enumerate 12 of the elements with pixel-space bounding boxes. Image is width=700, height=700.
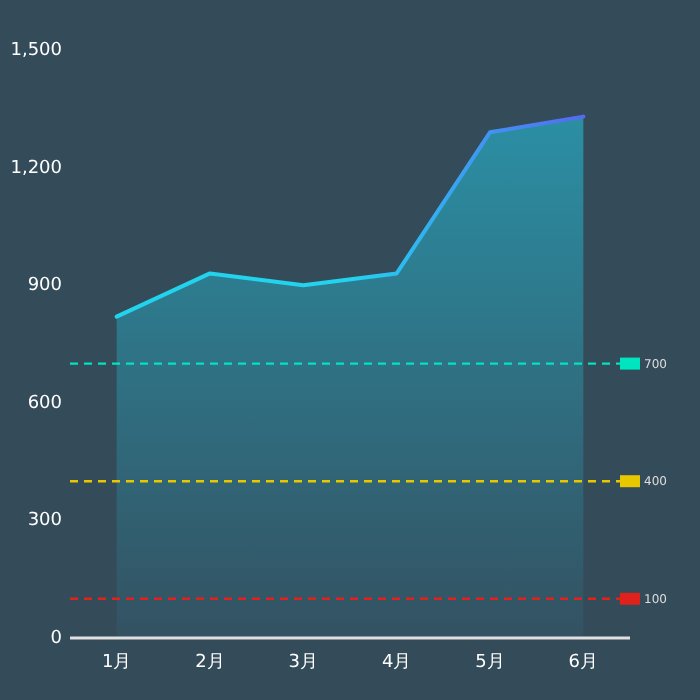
x-tick-label: 1月 xyxy=(101,652,132,673)
x-tick-label: 4月 xyxy=(381,652,412,673)
x-tick-label: 5月 xyxy=(475,652,505,673)
y-tick-label: 300 xyxy=(27,511,63,532)
y-tick-label: 0 xyxy=(50,628,63,649)
y-tick-label: 1,500 xyxy=(10,40,63,61)
y-tick-label: 600 xyxy=(27,393,63,414)
x-tick-label: 3月 xyxy=(288,652,319,673)
y-tick-label: 900 xyxy=(27,276,63,297)
x-tick-label: 2月 xyxy=(195,652,225,673)
x-tick-label: 6月 xyxy=(568,652,599,673)
y-tick-label: 1,200 xyxy=(10,158,63,179)
